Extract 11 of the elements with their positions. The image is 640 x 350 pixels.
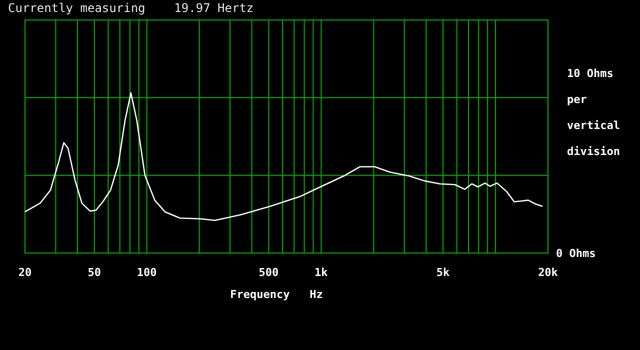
x-tick-label: 100 [136,266,157,279]
text: 0 Ohms [556,247,596,260]
x-tick-label: 500 [258,266,279,279]
x-tick-label: 50 [88,266,101,279]
x-tick-label: 1k [314,266,328,279]
text: 10 Ohms per vertical division [567,67,620,158]
x-tick-label: 20k [538,266,558,279]
x-tick-label: 20 [18,266,32,279]
chart-title: Currently measuring 19.97 Hertz [8,1,254,15]
x-tick-label: 5k [436,266,450,279]
x-axis-title: Frequency Hz [230,288,323,301]
